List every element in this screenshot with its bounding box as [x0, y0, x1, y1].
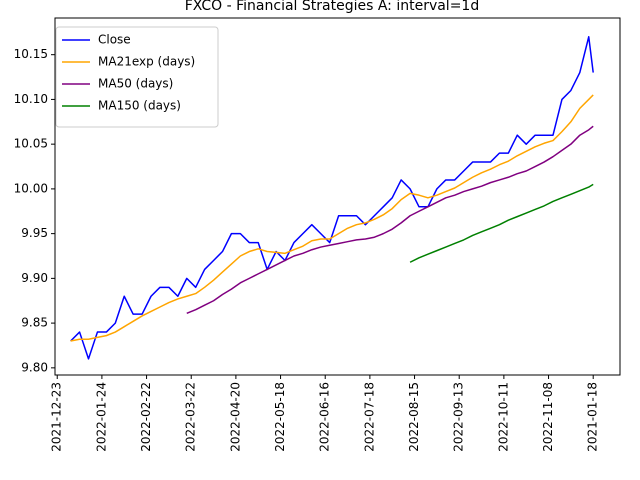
- x-tick-label: 2022-11-08: [541, 382, 555, 452]
- x-tick-label: 2022-01-24: [94, 382, 108, 452]
- series-line: [70, 94, 594, 342]
- x-tick-label: 2021-12-23: [50, 382, 64, 452]
- legend-label: MA150 (days): [98, 99, 181, 113]
- x-tick-label: 2022-03-22: [184, 382, 198, 452]
- series-line: [70, 36, 594, 360]
- y-tick-label: 10.15: [14, 47, 48, 61]
- y-tick-label: 9.85: [21, 316, 48, 330]
- y-tick-label: 10.05: [14, 137, 48, 151]
- x-tick-label: 2022-08-15: [407, 382, 421, 452]
- y-tick-label: 10.00: [14, 181, 48, 195]
- x-tick-label: 2022-06-16: [318, 382, 332, 452]
- y-tick-label: 9.80: [21, 360, 48, 374]
- x-tick-label: 2022-02-22: [139, 382, 153, 452]
- x-tick-label: 2022-07-18: [362, 382, 376, 452]
- x-tick-label: 2022-04-20: [228, 382, 242, 452]
- x-tick-label: 2021-01-18: [586, 382, 600, 452]
- legend-label: Close: [98, 33, 131, 47]
- y-tick-label: 10.10: [14, 92, 48, 106]
- y-tick-label: 9.95: [21, 226, 48, 240]
- x-tick-label: 2022-05-18: [273, 382, 287, 452]
- x-tick-label: 2022-10-11: [496, 382, 510, 452]
- x-tick-label: 2022-09-13: [452, 382, 466, 452]
- series-line: [186, 125, 594, 314]
- legend-label: MA50 (days): [98, 77, 173, 91]
- legend-box: [55, 26, 219, 128]
- y-tick-label: 9.90: [21, 271, 48, 285]
- chart-title: FXCO - Financial Strategies A: interval=…: [185, 0, 479, 14]
- series-line: [409, 183, 594, 263]
- legend: Close MA21exp (days) MA50 (days) MA150 (day…: [55, 26, 219, 128]
- legend-label: MA21exp (days): [98, 55, 195, 69]
- plot-frame: [54, 17, 621, 376]
